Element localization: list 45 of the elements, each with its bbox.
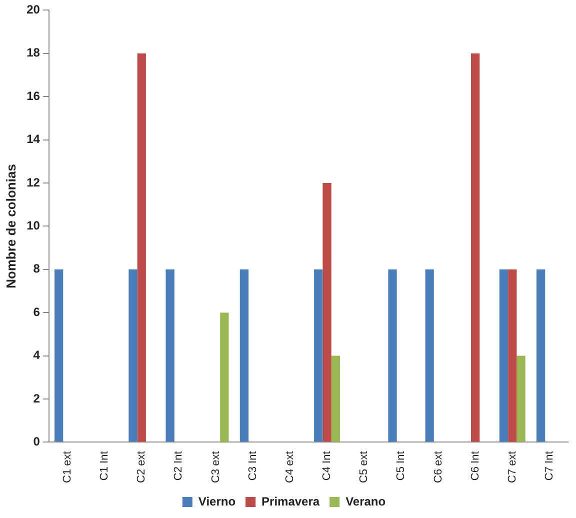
y-tick-label: 2	[33, 391, 40, 406]
bar	[314, 269, 323, 442]
y-axis-title: Nombre de colonias	[3, 164, 18, 288]
bar	[220, 312, 229, 442]
bar	[240, 269, 249, 442]
x-tick-label: C5 ext	[358, 451, 370, 484]
bar	[516, 356, 526, 442]
x-tick-label: C6 ext	[432, 451, 444, 484]
x-tick-label: C4 Int	[321, 451, 334, 481]
x-tick-label: C7 ext	[506, 451, 518, 484]
y-tick-label: 6	[33, 304, 40, 319]
x-tick-label: C3 ext	[210, 451, 222, 484]
bar	[470, 53, 480, 442]
y-tick-label: 10	[26, 218, 40, 233]
bar	[137, 53, 146, 442]
legend-label: Vierno	[198, 494, 236, 508]
legend-label: Primavera	[262, 494, 320, 508]
x-tick-label: C1 ext	[62, 451, 74, 484]
y-tick-label: 18	[26, 46, 40, 60]
x-tick-label: C1 Int	[98, 451, 111, 481]
y-tick-label: 4	[33, 348, 40, 362]
x-tick-label: C2 Int	[172, 451, 185, 481]
y-tick-label: 0	[33, 434, 40, 449]
legend-label: Verano	[346, 494, 386, 508]
x-tick-label: C6 Int	[469, 451, 482, 481]
bar	[425, 269, 434, 442]
bar	[166, 269, 174, 442]
bar	[499, 269, 508, 442]
bar	[388, 269, 397, 442]
x-tick-label: C4 ext	[284, 451, 296, 484]
y-tick-label: 12	[26, 175, 40, 190]
bar	[128, 269, 138, 442]
bar	[508, 269, 517, 442]
x-tick-label: C3 Int	[246, 451, 259, 481]
bar	[536, 269, 546, 442]
bar	[322, 183, 332, 442]
x-tick-label: C7 Int	[543, 451, 556, 481]
y-tick-label: 14	[26, 132, 40, 146]
y-tick-label: 16	[26, 88, 40, 103]
x-tick-label: C5 Int	[395, 451, 408, 481]
bar	[54, 269, 64, 442]
y-tick-label: 8	[33, 262, 40, 276]
y-tick-label: 20	[26, 2, 40, 17]
x-tick-label: C2 ext	[136, 451, 148, 484]
bar	[331, 356, 340, 442]
